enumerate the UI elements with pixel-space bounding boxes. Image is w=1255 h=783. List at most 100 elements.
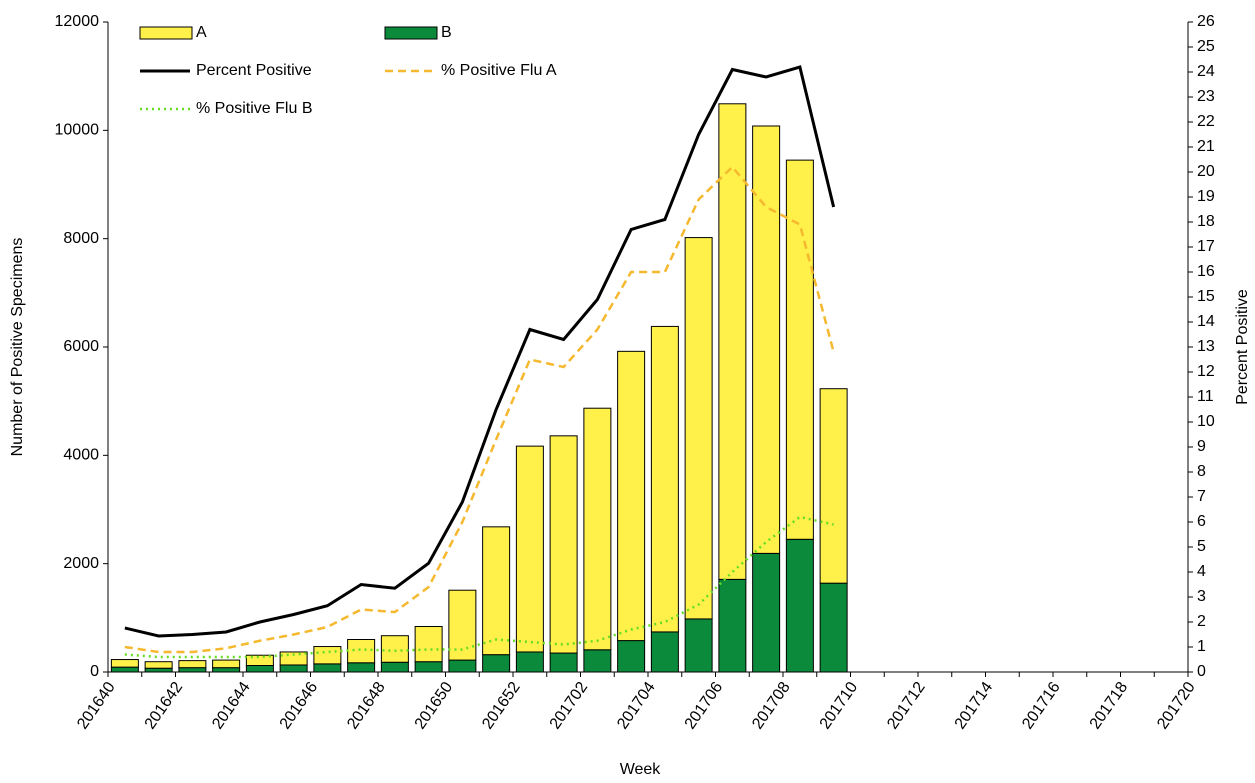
x-tick-label: 201640: [74, 679, 119, 733]
y2-tick-label: 8: [1197, 463, 1206, 480]
x-tick-label: 201712: [884, 679, 929, 733]
bar: [617, 640, 646, 673]
legend-label: % Positive Flu B: [196, 100, 312, 117]
y-tick-label: 4000: [63, 447, 99, 464]
y2-tick-label: 18: [1197, 213, 1215, 230]
bar: [515, 651, 544, 673]
bar: [549, 652, 578, 673]
x-tick-label: 201714: [952, 679, 997, 733]
x-tick-label: 201716: [1019, 679, 1064, 733]
line: [124, 515, 834, 659]
x-tick-label: 201650: [412, 679, 457, 733]
bar: [448, 659, 477, 673]
bar: [752, 552, 781, 673]
bar: [279, 664, 308, 673]
x-tick-label: 201644: [209, 679, 254, 733]
bar: [684, 237, 713, 620]
y2-tick-label: 24: [1197, 63, 1215, 80]
bar: [482, 654, 511, 673]
bar: [212, 659, 241, 669]
y2-tick-label: 11: [1197, 388, 1214, 405]
bar: [583, 407, 612, 651]
x-tick-label: 201642: [142, 679, 187, 733]
bar: [313, 646, 342, 665]
y-tick-label: 0: [90, 663, 99, 680]
line: [124, 165, 835, 654]
line: [124, 65, 836, 638]
y2-tick-label: 25: [1197, 38, 1215, 55]
y2-tick-label: 7: [1197, 488, 1206, 505]
y2-tick-label: 15: [1197, 288, 1215, 305]
x-tick-label: 201648: [344, 679, 389, 733]
bar: [583, 649, 612, 673]
y2-tick-label: 2: [1197, 613, 1206, 630]
bar: [819, 388, 848, 584]
y2-tick-label: 4: [1197, 563, 1206, 580]
x-tick-label: 201720: [1154, 679, 1199, 733]
bar: [482, 526, 511, 656]
y2-tick-label: 3: [1197, 588, 1206, 605]
y2-tick-label: 26: [1197, 13, 1215, 30]
y2-tick-label: 0: [1197, 663, 1206, 680]
y2-tick-label: 20: [1197, 163, 1215, 180]
bar: [414, 661, 443, 673]
y2-tick-label: 22: [1197, 113, 1215, 130]
y2-tick-label: 12: [1197, 363, 1215, 380]
legend-swatch: [139, 26, 193, 40]
y-tick-label: 2000: [63, 555, 99, 572]
bar: [617, 350, 646, 642]
bar: [515, 445, 544, 653]
y-tick-label: 8000: [63, 230, 99, 247]
bar: [785, 538, 814, 673]
x-tick-label: 201702: [547, 679, 592, 733]
bar: [110, 659, 139, 668]
bar: [144, 667, 173, 673]
bar: [347, 662, 376, 673]
y2-tick-label: 16: [1197, 263, 1215, 280]
y2-tick-label: 17: [1197, 238, 1215, 255]
x-axis-title: Week: [620, 761, 662, 778]
bar: [245, 665, 274, 673]
legend-label: B: [441, 24, 452, 41]
x-tick-label: 201646: [277, 679, 322, 733]
bar: [178, 660, 207, 669]
bar: [650, 631, 679, 673]
bar: [144, 661, 173, 669]
bar: [718, 103, 747, 580]
bar: [245, 654, 274, 666]
y2-tick-label: 19: [1197, 188, 1215, 205]
y2-tick-label: 5: [1197, 538, 1206, 555]
x-tick-label: 201718: [1087, 679, 1132, 733]
bar: [819, 582, 848, 673]
legend-label: % Positive Flu A: [441, 62, 557, 79]
bar: [212, 667, 241, 673]
bar: [650, 325, 679, 633]
y2-axis-title: Percent Positive: [1234, 289, 1251, 405]
bar: [380, 661, 409, 673]
bar: [718, 578, 747, 673]
y2-tick-label: 14: [1197, 313, 1215, 330]
y2-tick-label: 10: [1197, 413, 1215, 430]
bar: [110, 666, 139, 673]
bar: [313, 663, 342, 673]
x-tick-label: 201704: [614, 679, 659, 733]
x-tick-label: 201706: [682, 679, 727, 733]
y2-tick-label: 1: [1197, 638, 1206, 655]
bar: [549, 435, 578, 654]
x-tick-label: 201708: [749, 679, 794, 733]
legend-swatch: [384, 26, 438, 40]
bar: [684, 618, 713, 673]
y2-tick-label: 6: [1197, 513, 1206, 530]
y-tick-label: 10000: [55, 122, 100, 139]
y2-tick-label: 21: [1197, 138, 1215, 155]
x-tick-label: 201710: [817, 679, 862, 733]
x-tick-label: 201652: [479, 679, 524, 733]
bar: [380, 635, 409, 663]
legend-label: Percent Positive: [196, 62, 312, 79]
y2-tick-label: 13: [1197, 338, 1215, 355]
y2-tick-label: 23: [1197, 88, 1215, 105]
legend-label: A: [196, 24, 207, 41]
bar: [752, 125, 781, 554]
bar: [414, 626, 443, 663]
